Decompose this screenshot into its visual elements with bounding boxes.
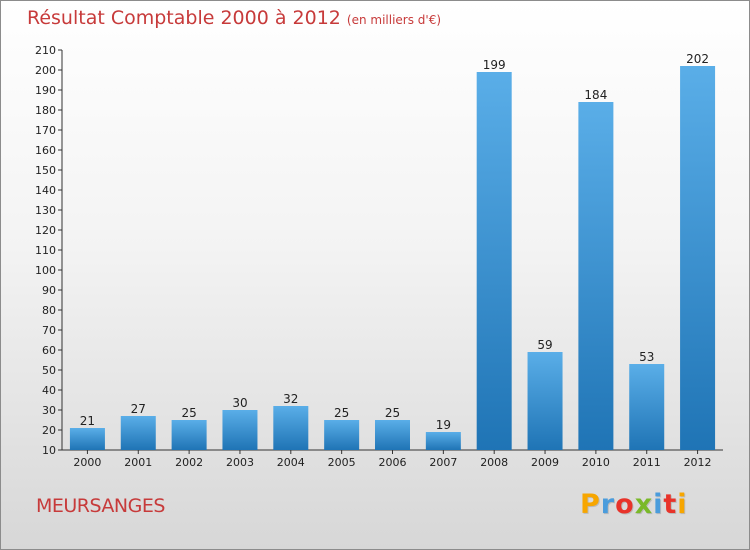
bar (680, 66, 716, 450)
logo-letter: x (634, 489, 654, 520)
y-tick-label: 140 (35, 184, 56, 197)
bar (324, 420, 360, 450)
bar (375, 420, 410, 450)
data-label: 32 (283, 392, 298, 406)
bar (222, 410, 258, 450)
x-tick-label: 2010 (582, 456, 610, 469)
y-tick-label: 200 (35, 64, 56, 77)
bar (425, 432, 461, 450)
y-tick-label: 20 (42, 424, 56, 437)
data-label: 27 (131, 402, 146, 416)
y-tick-label: 50 (42, 364, 56, 377)
bar (629, 364, 665, 450)
y-tick-label: 210 (35, 44, 56, 57)
data-label: 25 (181, 406, 196, 420)
bar (578, 102, 614, 450)
chart-subtitle: (en milliers d'€) (346, 13, 442, 27)
x-tick-label: 2000 (73, 456, 101, 469)
x-tick-label: 2002 (175, 456, 203, 469)
data-label: 25 (334, 406, 349, 420)
bar (120, 416, 156, 450)
logo-letter: r (600, 489, 616, 520)
data-label: 21 (80, 414, 95, 428)
x-tick-label: 2007 (429, 456, 457, 469)
y-tick-label: 60 (42, 344, 56, 357)
y-tick-label: 130 (35, 204, 56, 217)
data-label: 30 (232, 396, 247, 410)
data-label: 59 (537, 338, 552, 352)
y-tick-label: 10 (42, 444, 56, 457)
data-label: 25 (385, 406, 400, 420)
data-label: 19 (436, 418, 451, 432)
bar (171, 420, 207, 450)
y-tick-label: 170 (35, 124, 56, 137)
data-label: 199 (483, 58, 506, 72)
x-tick-label: 2005 (328, 456, 356, 469)
y-tick-label: 30 (42, 404, 56, 417)
bar (527, 352, 563, 450)
logo-letter: t (663, 489, 678, 520)
bar (69, 428, 105, 450)
bar (273, 406, 309, 450)
chart-title-text: Résultat Comptable 2000 à 2012 (27, 7, 341, 29)
commune-name: MEURSANGES (36, 495, 165, 517)
data-label: 53 (639, 350, 654, 364)
y-tick-label: 110 (35, 244, 56, 257)
y-tick-label: 100 (35, 264, 56, 277)
proxiti-logo: Proxiti (580, 489, 688, 520)
logo-letter: i (677, 489, 688, 520)
x-tick-label: 2004 (277, 456, 305, 469)
y-tick-label: 80 (42, 304, 56, 317)
y-tick-label: 180 (35, 104, 56, 117)
x-tick-label: 2003 (226, 456, 254, 469)
x-tick-label: 2009 (531, 456, 559, 469)
data-label: 202 (686, 52, 709, 66)
y-tick-label: 120 (35, 224, 56, 237)
x-tick-label: 2006 (379, 456, 407, 469)
chart-title: Résultat Comptable 2000 à 2012 (en millie… (27, 7, 441, 29)
logo-letter: i (653, 489, 664, 520)
y-tick-label: 150 (35, 164, 56, 177)
x-tick-label: 2008 (480, 456, 508, 469)
y-tick-label: 90 (42, 284, 56, 297)
axes: 10 20 30 40 50 60 70 80 90 100 110 120 130 140 150 160 1… (35, 44, 723, 469)
data-label: 184 (584, 88, 607, 102)
x-tick-label: 2011 (633, 456, 661, 469)
y-tick-label: 160 (35, 144, 56, 157)
x-tick-label: 2012 (684, 456, 712, 469)
y-tick-label: 70 (42, 324, 56, 337)
logo-letter: P (580, 489, 601, 520)
y-tick-label: 190 (35, 84, 56, 97)
y-tick-label: 40 (42, 384, 56, 397)
bars: 21 27 25 30 32 25 25 19 199 59 184 53 202 (69, 52, 716, 450)
x-tick-label: 2001 (124, 456, 152, 469)
logo-letter: o (615, 489, 635, 520)
bar (476, 72, 512, 450)
